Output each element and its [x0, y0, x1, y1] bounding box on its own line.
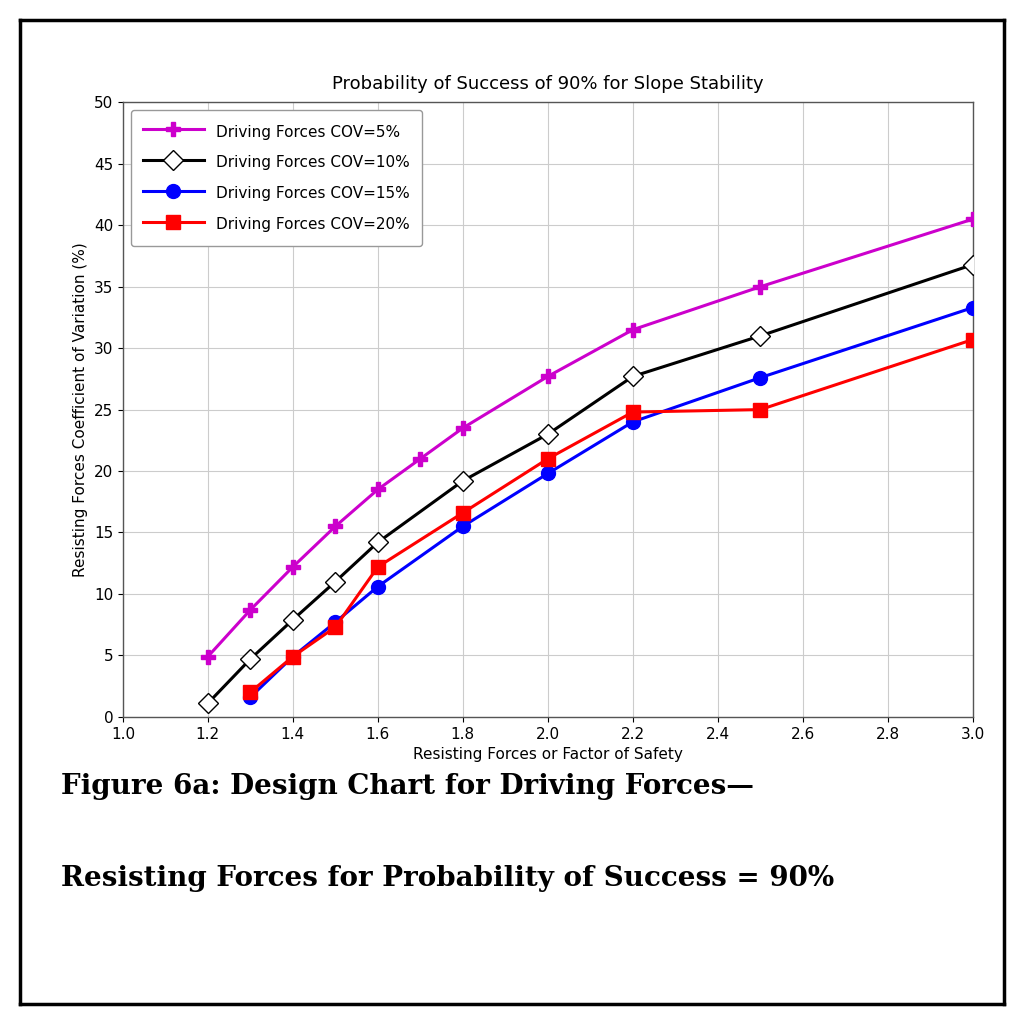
Driving Forces COV=10% [372, 537, 384, 549]
Driving Forces COV=10% [627, 371, 639, 383]
Driving Forces COV=5% [414, 453, 426, 465]
Driving Forces COV=10% [244, 653, 256, 666]
Driving Forces COV=5% [627, 324, 639, 336]
Driving Forces COV=20% [542, 453, 554, 465]
Y-axis label: Resisting Forces Coefficient of Variation (%): Resisting Forces Coefficient of Variatio… [74, 243, 88, 577]
Driving Forces COV=15% [287, 650, 299, 663]
Driving Forces COV=5% [287, 561, 299, 573]
Driving Forces COV=15% [329, 616, 341, 629]
Title: Probability of Success of 90% for Slope Stability: Probability of Success of 90% for Slope … [332, 75, 764, 92]
Driving Forces COV=5% [967, 213, 979, 225]
Driving Forces COV=5% [244, 604, 256, 616]
Driving Forces COV=20% [457, 507, 469, 519]
Driving Forces COV=15% [457, 520, 469, 532]
Line: Driving Forces COV=10%: Driving Forces COV=10% [201, 258, 980, 711]
Driving Forces COV=5% [457, 422, 469, 434]
Driving Forces COV=20% [627, 406, 639, 418]
Driving Forces COV=5% [542, 371, 554, 383]
Driving Forces COV=20% [372, 561, 384, 573]
Driving Forces COV=10% [202, 697, 214, 710]
Driving Forces COV=15% [542, 467, 554, 479]
Legend: Driving Forces COV=5%, Driving Forces COV=10%, Driving Forces COV=15%, Driving F: Driving Forces COV=5%, Driving Forces CO… [130, 110, 422, 246]
Driving Forces COV=10% [329, 575, 341, 588]
Driving Forces COV=10% [287, 613, 299, 626]
Driving Forces COV=5% [329, 520, 341, 532]
Driving Forces COV=20% [244, 686, 256, 698]
Driving Forces COV=15% [627, 416, 639, 428]
Driving Forces COV=15% [244, 691, 256, 703]
Driving Forces COV=10% [754, 330, 766, 342]
Line: Driving Forces COV=20%: Driving Forces COV=20% [244, 333, 980, 699]
Driving Forces COV=20% [967, 334, 979, 346]
Line: Driving Forces COV=15%: Driving Forces COV=15% [244, 301, 980, 705]
Driving Forces COV=15% [754, 372, 766, 384]
Driving Forces COV=5% [372, 483, 384, 496]
Driving Forces COV=10% [542, 428, 554, 440]
Driving Forces COV=20% [754, 403, 766, 416]
X-axis label: Resisting Forces or Factor of Safety: Resisting Forces or Factor of Safety [413, 748, 683, 762]
Text: Figure 6a: Design Chart for Driving Forces—: Figure 6a: Design Chart for Driving Forc… [61, 773, 755, 800]
Text: Resisting Forces for Probability of Success = 90%: Resisting Forces for Probability of Succ… [61, 865, 835, 892]
Driving Forces COV=5% [754, 281, 766, 293]
Driving Forces COV=20% [287, 650, 299, 663]
Driving Forces COV=15% [372, 581, 384, 593]
Driving Forces COV=10% [457, 475, 469, 487]
Driving Forces COV=5% [202, 650, 214, 663]
Driving Forces COV=15% [967, 301, 979, 313]
Driving Forces COV=10% [967, 258, 979, 270]
Line: Driving Forces COV=5%: Driving Forces COV=5% [201, 212, 980, 664]
Driving Forces COV=20% [329, 621, 341, 633]
